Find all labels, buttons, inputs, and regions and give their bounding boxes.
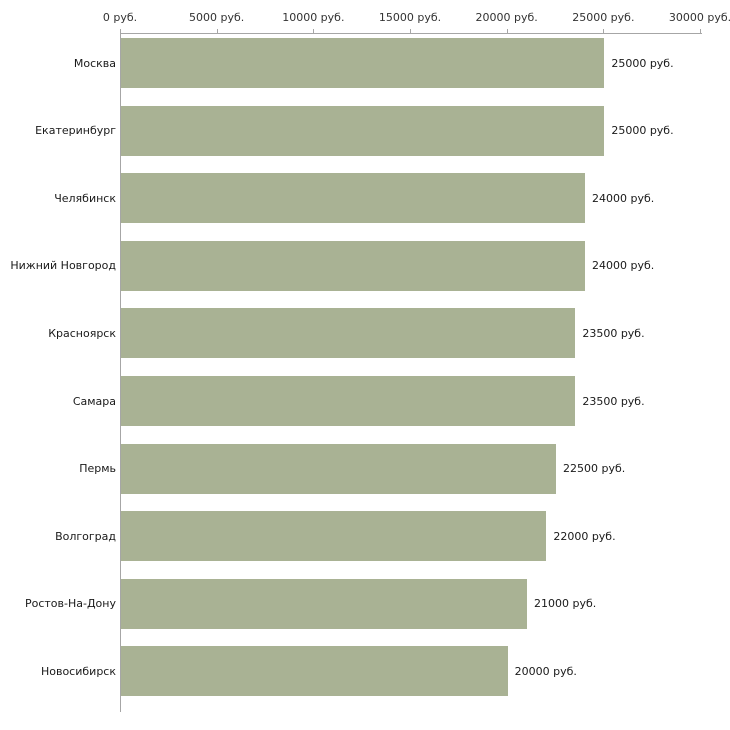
y-axis-line [120,33,121,712]
bar [121,105,605,156]
value-label: 24000 руб. [592,259,655,273]
category-label: Ростов-На-Дону [24,597,116,611]
x-axis-tick-mark [120,29,121,33]
value-label: 20000 руб. [514,664,577,678]
bar [121,646,508,697]
x-axis-tick-label: 10000 руб. [282,11,345,24]
category-label: Волгоград [55,529,116,543]
value-label: 25000 руб. [611,56,674,70]
category-label: Москва [73,56,116,70]
x-axis-tick-label: 25000 руб. [572,11,635,24]
bar [121,511,547,562]
bar [121,376,576,426]
bar [121,578,527,629]
category-label: Пермь [79,462,116,476]
category-label: Екатеринбург [35,124,116,138]
x-axis-tick-label: 30000 руб. [668,11,730,24]
x-axis-tick-mark [410,29,411,33]
x-axis-tick-mark [313,29,315,33]
category-label: Челябинск [54,191,116,205]
category-label: Самара [72,394,116,408]
bar [121,443,556,494]
x-axis-tick-label: 0 руб. [102,11,138,24]
bar [121,173,585,224]
category-label: Новосибирск [40,664,116,678]
x-axis-tick-label: 15000 руб. [378,11,442,24]
x-axis-tick-mark [603,29,605,33]
x-axis-tick-mark [700,29,701,33]
x-axis-tick-mark [216,29,218,33]
bar [121,38,605,88]
bar [121,240,585,291]
value-label: 23500 руб. [582,326,645,340]
x-axis-line [120,33,702,34]
x-axis-tick-label: 5000 руб. [189,11,245,24]
value-label: 25000 руб. [611,124,674,138]
value-label: 24000 руб. [592,191,655,205]
category-label: Нижний Новгород [10,259,116,273]
bar [121,308,576,359]
value-label: 23500 руб. [582,394,645,408]
x-axis-tick-mark [506,29,508,33]
category-label: Красноярск [48,326,116,340]
value-label: 22500 руб. [563,462,626,476]
value-label: 22000 руб. [553,529,616,543]
value-label: 21000 руб. [534,597,597,611]
x-axis-tick-label: 20000 руб. [475,11,538,24]
